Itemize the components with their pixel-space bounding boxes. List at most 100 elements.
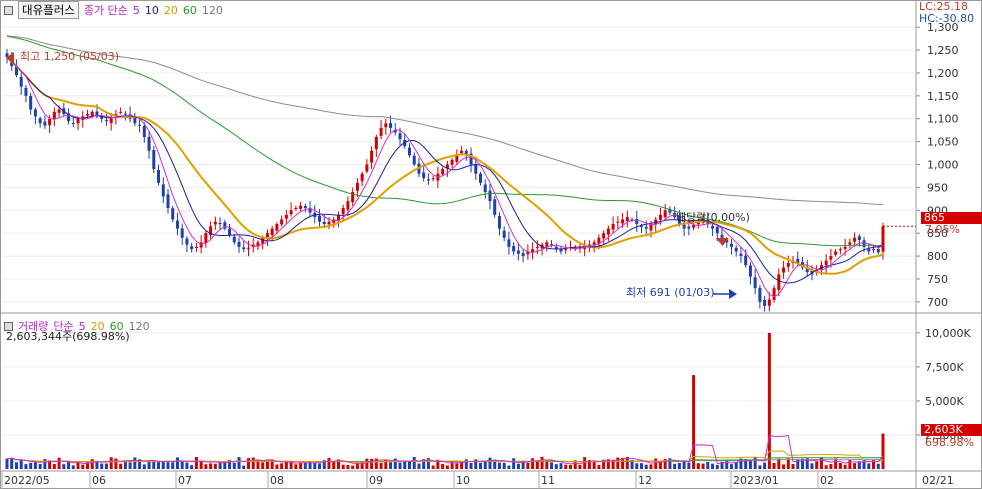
volume-bar [355,462,359,469]
volume-bar [280,463,284,469]
panel-menu-icon[interactable] [4,5,13,15]
candle-body [303,205,307,208]
volume-bar [872,460,876,469]
stock-name[interactable]: 대유플러스 [18,1,79,19]
candle-body [52,111,56,120]
volume-bar [578,464,582,469]
volume-bar [351,465,355,469]
x-tick-label: 02/21 [922,474,954,487]
volume-bar [265,460,269,469]
volume-bar [346,465,350,469]
candle-body [649,224,653,231]
candle-body [507,239,511,247]
volume-bar [853,463,857,469]
volume-bar [649,464,653,469]
candle-body [147,136,151,151]
x-tick-label: 2022/05 [4,474,50,487]
candle-body [729,243,733,247]
volume-bar [455,463,459,469]
volume-bar [711,463,715,469]
candle-body [881,226,885,252]
volume-bar [161,460,165,469]
volume-bar [270,459,274,469]
volume-bar [128,462,132,469]
volume-bar [412,456,416,469]
candle-body [725,239,729,243]
candle-body [351,191,355,203]
volume-tick-label: 10,000K [925,327,971,340]
volume-bar [322,460,326,469]
candle-body [445,164,449,169]
volume-bar [360,461,364,469]
volume-panel-menu-icon[interactable] [4,321,13,331]
candle-body [720,235,724,238]
volume-bar [52,464,56,469]
low-arrow-icon [729,289,737,299]
volume-bar [119,463,123,469]
candle-body [521,253,525,257]
volume-bar [71,465,75,469]
candle-body [270,228,274,236]
candle-body [19,76,23,87]
candle-body [559,249,563,252]
candle-body [223,222,227,229]
candle-body [322,221,326,225]
high-annotation: 최고 1,250 (05/03) [20,50,120,63]
volume-bar [57,457,61,469]
volume-bar [275,464,279,469]
volume-bar [573,460,577,469]
candle-body [327,221,331,225]
volume-bar [668,458,672,469]
volume-bar [185,462,189,469]
volume-bar [299,462,303,469]
candle-body [872,249,876,251]
candle-body [228,228,232,236]
candle-body [777,274,781,290]
volume-bar [190,465,194,469]
vma60-label: 60 [109,319,124,333]
candle-body [104,120,108,122]
candle-body [715,226,719,234]
volume-bar [284,460,288,469]
candle-body [474,164,478,174]
volume-bar [819,457,823,469]
candle-body [29,96,33,110]
candle-body [502,230,506,238]
volume-bar [318,463,322,469]
volume-bar [824,465,828,469]
candle-body [398,133,402,140]
volume-bar [336,459,340,469]
volume-bar [374,458,378,469]
volume-bar [545,461,549,469]
candle-body [246,247,250,249]
volume-bar [507,465,511,469]
candle-body [284,214,288,219]
candle-body [261,237,265,244]
volume-bar [232,462,236,469]
ma60-line [6,35,884,247]
price-tick-label: 750 [927,273,948,286]
candle-body [805,267,809,273]
candle-body [512,245,516,252]
volume-readout: 2,603,344주(698.98%) [6,330,130,343]
volume-bar [204,464,208,469]
volume-bar [838,463,842,469]
candle-body [33,109,37,117]
volume-bar [616,457,620,469]
candle-body [422,172,426,179]
volume-bar [289,462,293,469]
candle-body [763,299,767,306]
candle-body [180,228,184,238]
candle-body [152,149,156,170]
candle-body [450,159,454,165]
candle-body [658,214,662,220]
candle-body [488,190,492,202]
volume-legend: 거래량 단순 5 20 60 120 [4,318,150,334]
volume-bar [10,457,14,469]
volume-title: 거래량 [18,320,49,333]
volume-bar [62,464,66,469]
volume-bar [729,464,733,469]
candle-body [43,121,47,126]
